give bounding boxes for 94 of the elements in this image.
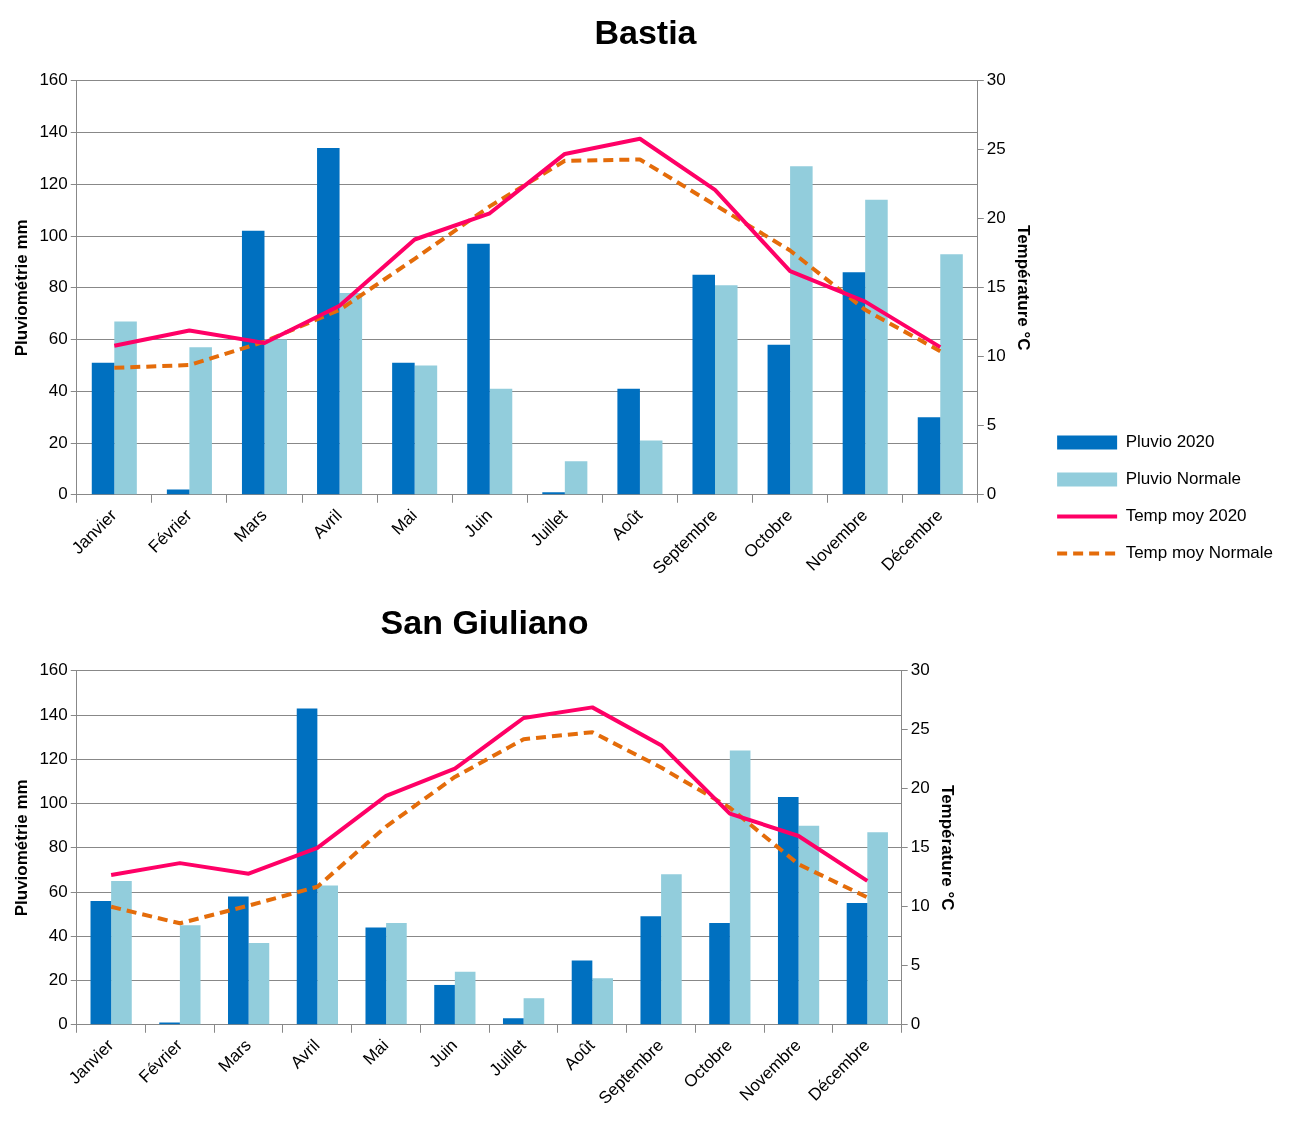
legend-label: Pluvio Normale [1125,469,1241,489]
bar [639,440,663,495]
y2-tick-label: 10 [986,346,1006,366]
y2-tick-label: 30 [986,70,1006,90]
bar [715,285,738,495]
y-tick-label: 100 [39,793,68,813]
bar [189,347,212,495]
y2-tick-label: 0 [910,1014,921,1034]
bar [317,885,338,1025]
y2-tick-label: 0 [986,484,997,504]
bar [365,927,387,1025]
bar [940,254,963,495]
y-tick-label: 40 [48,380,68,400]
bar [661,874,682,1025]
bar [111,880,132,1025]
bar [339,292,363,495]
bar [248,942,270,1025]
y-tick-label: 60 [48,329,68,349]
y-tick-label: 100 [39,225,68,245]
y-tick-label: 40 [48,925,68,945]
bar [571,960,593,1025]
bar [489,388,513,495]
y-tick-label: 20 [48,970,68,990]
y2-tick-label: 10 [910,896,930,916]
y2-tick-label: 25 [986,139,1006,159]
y-tick-label: 140 [39,122,68,142]
y2-tick-label: 5 [910,955,921,975]
legend-label: Temp moy Normale [1125,543,1273,563]
bar [179,925,201,1025]
line-series [112,157,943,370]
bar [867,832,888,1025]
bar [777,796,799,1025]
bar [228,896,249,1025]
bar [264,339,288,495]
y-axis-title: Pluviométrie mm [11,779,31,917]
bar [454,971,476,1025]
bar [523,998,545,1025]
y2-tick-label: 15 [986,277,1006,297]
bar [846,903,868,1025]
y2-tick-label: 30 [910,660,930,680]
y2-axis-title: Température °C [938,785,958,911]
y-tick-label: 20 [48,432,68,452]
bar [865,199,888,495]
bar [917,417,941,495]
bar [709,923,730,1025]
bar [790,166,813,495]
bar [414,365,438,495]
bar [296,708,318,1025]
bar [542,492,565,495]
bar [729,750,751,1025]
x-tick-label: Juin [460,505,496,542]
bar [767,344,791,495]
y-tick-label: 120 [39,173,68,193]
bar [91,362,115,495]
y2-tick-label: 20 [986,208,1006,228]
bar [114,321,137,495]
y-tick-label: 80 [48,837,68,857]
y-tick-label: 60 [48,881,68,901]
y-tick-label: 160 [39,660,68,680]
bar [434,984,455,1025]
chart-title: San Giuliano [380,602,589,641]
bar [386,923,407,1025]
x-tick-label: Juin [425,1035,461,1072]
y-tick-label: 120 [39,748,68,768]
bar [640,916,662,1025]
x-tick-label: Mai [387,505,421,539]
bar [467,243,490,495]
y2-tick-label: 25 [910,719,930,739]
y-tick-label: 0 [58,484,68,504]
chart-title: Bastia [594,12,698,51]
bar [317,148,340,495]
bar [241,230,265,495]
bar [842,272,866,495]
legend-label: Pluvio 2020 [1125,432,1215,452]
bar [592,978,613,1025]
legend-label: Temp moy 2020 [1125,506,1247,526]
bar [798,825,820,1025]
bar [692,274,716,495]
y-tick-label: 140 [39,704,68,724]
y-tick-label: 0 [58,1014,68,1034]
bar [502,1018,524,1025]
y2-tick-label: 15 [910,837,930,857]
y2-axis-title: Température °C [1014,225,1034,351]
y2-tick-label: 20 [910,778,930,798]
bar [617,388,640,495]
x-tick-label: Mai [359,1035,393,1069]
line-series [109,730,870,926]
bar [90,900,112,1025]
y-axis-title: Pluviométrie mm [11,219,31,357]
bar [392,362,415,495]
y2-tick-label: 5 [986,415,997,435]
y-tick-label: 160 [39,70,68,90]
bar [564,461,588,495]
y-tick-label: 80 [48,277,68,297]
